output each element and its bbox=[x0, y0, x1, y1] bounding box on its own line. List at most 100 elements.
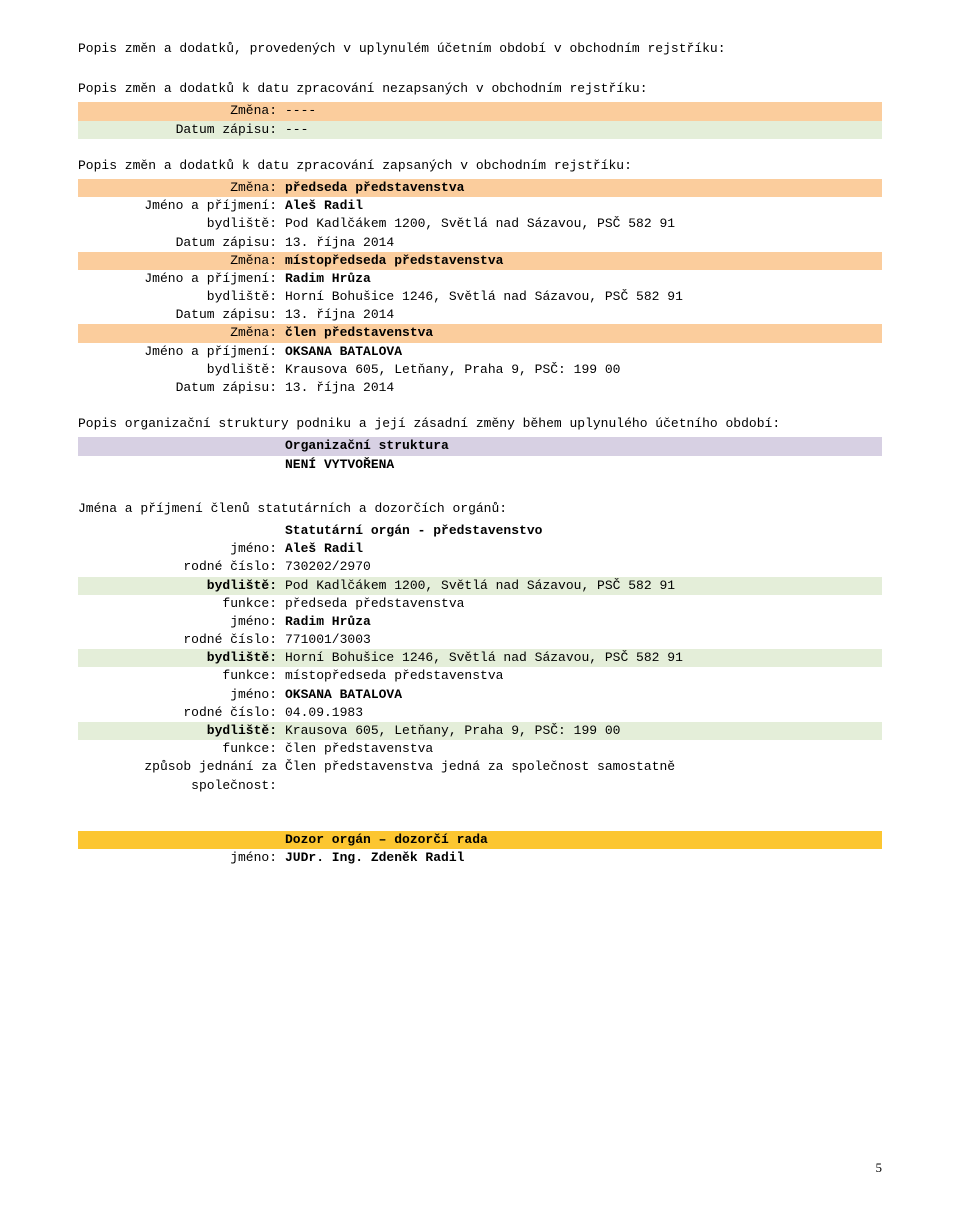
field-value: člen představenstva bbox=[283, 740, 882, 758]
field-value: 730202/2970 bbox=[283, 558, 882, 576]
statutory-sub-heading: Statutární orgán - představenstvo bbox=[283, 522, 882, 540]
field-value: Krausova 605, Letňany, Praha 9, PSČ: 199… bbox=[283, 361, 882, 379]
field-row: bydliště:Pod Kadlčákem 1200, Světlá nad … bbox=[78, 577, 882, 595]
field-row: rodné číslo:771001/3003 bbox=[78, 631, 882, 649]
field-row: Jméno a příjmení:Radim Hrůza bbox=[78, 270, 882, 288]
field-value: 13. října 2014 bbox=[283, 306, 882, 324]
jednani-row: způsob jednání za Člen představenstva je… bbox=[78, 758, 882, 776]
field-label: rodné číslo: bbox=[78, 631, 283, 649]
field-label: rodné číslo: bbox=[78, 558, 283, 576]
field-value: OKSANA BATALOVA bbox=[283, 343, 882, 361]
field-label: Datum zápisu: bbox=[78, 121, 283, 139]
jednani-label-1: způsob jednání za bbox=[78, 758, 283, 776]
field-row: Změna:člen představenstva bbox=[78, 324, 882, 342]
field-label: Datum zápisu: bbox=[78, 379, 283, 397]
dozorci-rada-title-row: Dozor orgán – dozorčí rada bbox=[78, 831, 882, 849]
section2-heading: Popis změn a dodatků k datu zpracování n… bbox=[78, 80, 882, 98]
field-row: rodné číslo:04.09.1983 bbox=[78, 704, 882, 722]
field-label: Jméno a příjmení: bbox=[78, 197, 283, 215]
page-number: 5 bbox=[876, 1160, 883, 1176]
field-row: jméno:Radim Hrůza bbox=[78, 613, 882, 631]
dozorci-rada-title: Dozor orgán – dozorčí rada bbox=[283, 831, 882, 849]
field-value: 771001/3003 bbox=[283, 631, 882, 649]
section5-heading: Jména a příjmení členů statutárních a do… bbox=[78, 500, 882, 518]
field-value: --- bbox=[283, 121, 882, 139]
field-label: bydliště: bbox=[78, 215, 283, 233]
field-label: Jméno a příjmení: bbox=[78, 343, 283, 361]
field-value: Radim Hrůza bbox=[283, 613, 882, 631]
field-value: Horní Bohušice 1246, Světlá nad Sázavou,… bbox=[283, 288, 882, 306]
field-label: bydliště: bbox=[78, 361, 283, 379]
field-label: funkce: bbox=[78, 740, 283, 758]
field-value: člen představenstva bbox=[283, 324, 882, 342]
field-value: Radim Hrůza bbox=[283, 270, 882, 288]
field-label: jméno: bbox=[78, 849, 283, 867]
field-row: Změna:předseda představenstva bbox=[78, 179, 882, 197]
field-label: Jméno a příjmení: bbox=[78, 270, 283, 288]
jednani-label-2: společnost: bbox=[78, 777, 283, 795]
jednani-value: Člen představenstva jedná za společnost … bbox=[283, 758, 882, 776]
field-label: funkce: bbox=[78, 595, 283, 613]
field-row: bydliště:Pod Kadlčákem 1200, Světlá nad … bbox=[78, 215, 882, 233]
field-label: jméno: bbox=[78, 540, 283, 558]
org-structure-body-row: NENÍ VYTVOŘENA bbox=[78, 456, 882, 474]
field-value: místopředseda představenstva bbox=[283, 252, 882, 270]
jednani-row-2: společnost: bbox=[78, 777, 882, 795]
field-value: Horní Bohušice 1246, Světlá nad Sázavou,… bbox=[283, 649, 882, 667]
field-label: rodné číslo: bbox=[78, 704, 283, 722]
field-value: předseda představenstva bbox=[283, 179, 882, 197]
field-label: Změna: bbox=[78, 102, 283, 120]
field-row: Datum zápisu:13. října 2014 bbox=[78, 379, 882, 397]
field-label: bydliště: bbox=[78, 577, 283, 595]
field-value: Pod Kadlčákem 1200, Světlá nad Sázavou, … bbox=[283, 577, 882, 595]
field-row: funkce:člen představenstva bbox=[78, 740, 882, 758]
field-value: místopředseda představenstva bbox=[283, 667, 882, 685]
field-row: Jméno a příjmení:OKSANA BATALOVA bbox=[78, 343, 882, 361]
field-row: funkce:předseda představenstva bbox=[78, 595, 882, 613]
field-value: JUDr. Ing. Zdeněk Radil bbox=[283, 849, 882, 867]
field-row: bydliště:Horní Bohušice 1246, Světlá nad… bbox=[78, 649, 882, 667]
field-row: bydliště:Horní Bohušice 1246, Světlá nad… bbox=[78, 288, 882, 306]
field-label: jméno: bbox=[78, 613, 283, 631]
field-row: Změna:---- bbox=[78, 102, 882, 120]
section3-heading: Popis změn a dodatků k datu zpracování z… bbox=[78, 157, 882, 175]
field-value: 04.09.1983 bbox=[283, 704, 882, 722]
field-row: rodné číslo:730202/2970 bbox=[78, 558, 882, 576]
field-label: bydliště: bbox=[78, 649, 283, 667]
field-value: Aleš Radil bbox=[283, 197, 882, 215]
org-structure-title: Organizační struktura bbox=[283, 437, 882, 455]
field-label: bydliště: bbox=[78, 722, 283, 740]
field-value: Krausova 605, Letňany, Praha 9, PSČ: 199… bbox=[283, 722, 882, 740]
field-row: jméno:JUDr. Ing. Zdeněk Radil bbox=[78, 849, 882, 867]
field-row: Datum zápisu:13. října 2014 bbox=[78, 306, 882, 324]
field-row: jméno:Aleš Radil bbox=[78, 540, 882, 558]
field-row: bydliště:Krausova 605, Letňany, Praha 9,… bbox=[78, 722, 882, 740]
field-row: Datum zápisu:--- bbox=[78, 121, 882, 139]
field-row: Datum zápisu:13. října 2014 bbox=[78, 234, 882, 252]
section1-heading: Popis změn a dodatků, provedených v uply… bbox=[78, 40, 882, 58]
field-label: Datum zápisu: bbox=[78, 234, 283, 252]
statutory-sub-heading-row: Statutární orgán - představenstvo bbox=[78, 522, 882, 540]
org-structure-title-row: Organizační struktura bbox=[78, 437, 882, 455]
field-row: jméno:OKSANA BATALOVA bbox=[78, 686, 882, 704]
field-label: Datum zápisu: bbox=[78, 306, 283, 324]
field-row: Jméno a příjmení:Aleš Radil bbox=[78, 197, 882, 215]
field-label: Změna: bbox=[78, 179, 283, 197]
field-value: 13. října 2014 bbox=[283, 379, 882, 397]
field-value: 13. října 2014 bbox=[283, 234, 882, 252]
field-label: jméno: bbox=[78, 686, 283, 704]
field-value: předseda představenstva bbox=[283, 595, 882, 613]
field-row: Změna:místopředseda představenstva bbox=[78, 252, 882, 270]
org-structure-body: NENÍ VYTVOŘENA bbox=[283, 456, 882, 474]
section4-heading: Popis organizační struktury podniku a je… bbox=[78, 415, 882, 433]
field-label: Změna: bbox=[78, 324, 283, 342]
field-value: Pod Kadlčákem 1200, Světlá nad Sázavou, … bbox=[283, 215, 882, 233]
field-label: funkce: bbox=[78, 667, 283, 685]
field-label: Změna: bbox=[78, 252, 283, 270]
document-page: Popis změn a dodatků, provedených v uply… bbox=[0, 0, 960, 1206]
field-label: bydliště: bbox=[78, 288, 283, 306]
field-row: funkce:místopředseda představenstva bbox=[78, 667, 882, 685]
field-value: ---- bbox=[283, 102, 882, 120]
field-row: bydliště:Krausova 605, Letňany, Praha 9,… bbox=[78, 361, 882, 379]
field-value: OKSANA BATALOVA bbox=[283, 686, 882, 704]
